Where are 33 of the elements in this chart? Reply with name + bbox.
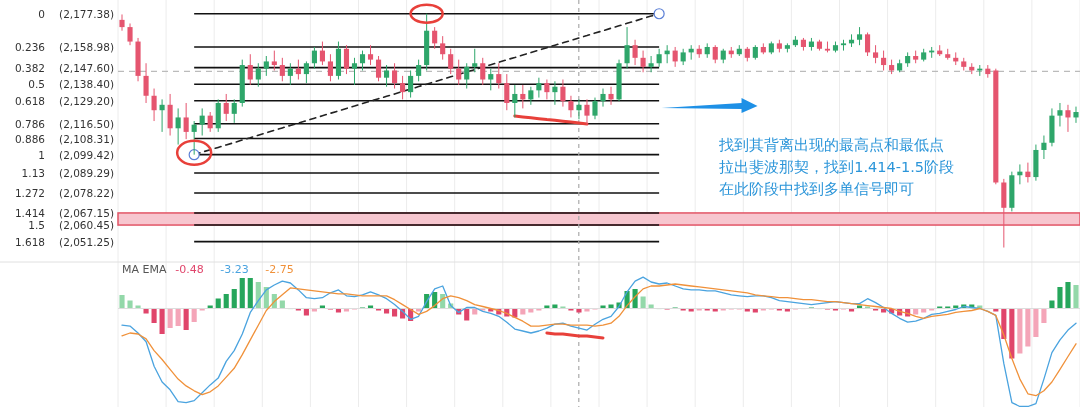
y-tick-label: (2,147.60) (59, 61, 114, 74)
text: 1.5 (28, 219, 45, 232)
text: 1.13 (21, 166, 45, 179)
text: 0.382 (14, 61, 45, 74)
annotation: 找到其背离出现的最高点和最低点 (718, 137, 945, 153)
y-tick-label: (2,089.29) (59, 166, 114, 179)
chart-title: MA EMA (122, 263, 167, 276)
y-tick-label: (2,177.38) (59, 7, 114, 20)
text: -3.23 (220, 263, 249, 276)
text: 0.5 (28, 78, 45, 91)
series-label: -2.75 (265, 263, 294, 276)
annotation: 拉出斐波那契，找到1.414-1.5阶段 (719, 159, 955, 175)
text: 0.236 (14, 41, 46, 54)
y-tick-label: (2,051.25) (59, 235, 114, 248)
annotation: 在此阶段中找到多单信号即可 (719, 181, 915, 197)
text: -0.48 (175, 263, 204, 276)
text: 1.414 (14, 206, 46, 219)
y-tick-label: (2,078.22) (59, 186, 114, 199)
y-tick-label: (2,116.50) (59, 117, 114, 130)
y-tick-label: (2,158.98) (59, 41, 114, 54)
y-tick-label: (2,099.42) (59, 148, 114, 161)
text: 0.886 (14, 132, 46, 145)
y-tick-label: (2,067.15) (59, 206, 114, 219)
text: 1.618 (14, 235, 45, 248)
y-tick-label: (2,129.20) (59, 94, 114, 107)
text: 0 (38, 7, 45, 20)
text: 1 (38, 148, 45, 161)
y-tick-label: (2,138.40) (59, 78, 114, 91)
text: 0.618 (14, 94, 45, 107)
text: 0.786 (14, 117, 46, 130)
y-tick-label: (2,060.45) (59, 219, 114, 232)
text: 1.272 (14, 186, 45, 199)
y-tick-label: (2,108.31) (59, 132, 114, 145)
